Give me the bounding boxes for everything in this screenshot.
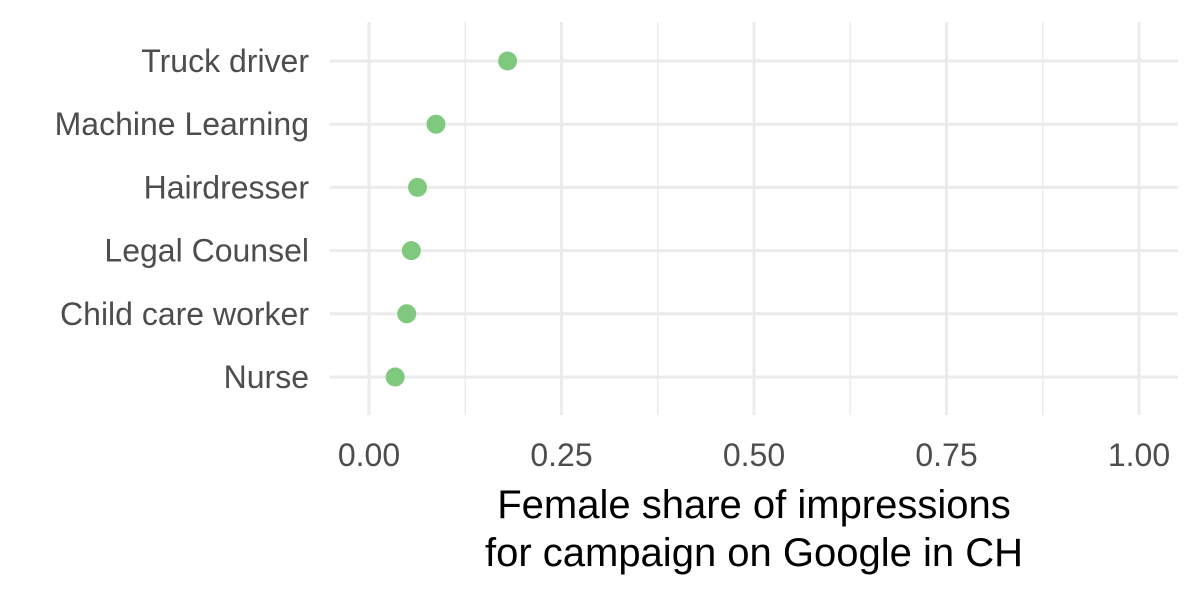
grid-lines bbox=[330, 22, 1178, 415]
y-tick-label: Legal Counsel bbox=[104, 233, 309, 269]
y-tick-label: Child care worker bbox=[60, 296, 309, 332]
x-tick-label: 0.25 bbox=[530, 437, 592, 473]
x-tick-label: 0.00 bbox=[338, 437, 400, 473]
data-point bbox=[385, 367, 405, 387]
y-tick-label: Machine Learning bbox=[55, 106, 309, 142]
x-axis-labels: 0.00 0.25 0.50 0.75 1.00 bbox=[338, 437, 1170, 473]
data-point bbox=[426, 114, 446, 134]
data-point bbox=[401, 241, 421, 261]
data-point bbox=[408, 177, 428, 197]
x-tick-label: 0.75 bbox=[915, 437, 977, 473]
data-point bbox=[498, 51, 518, 71]
y-tick-label: Nurse bbox=[224, 359, 309, 395]
x-axis-title-line-2: for campaign on Google in CH bbox=[485, 531, 1023, 575]
y-axis-labels: Truck driver Machine Learning Hairdresser L… bbox=[55, 43, 310, 395]
data-point bbox=[397, 304, 417, 324]
x-tick-label: 1.00 bbox=[1108, 437, 1170, 473]
x-tick-label: 0.50 bbox=[723, 437, 785, 473]
x-axis-title-line-1: Female share of impressions bbox=[497, 483, 1011, 527]
y-tick-label: Hairdresser bbox=[144, 169, 310, 205]
data-points bbox=[385, 51, 518, 387]
y-tick-label: Truck driver bbox=[141, 43, 309, 79]
